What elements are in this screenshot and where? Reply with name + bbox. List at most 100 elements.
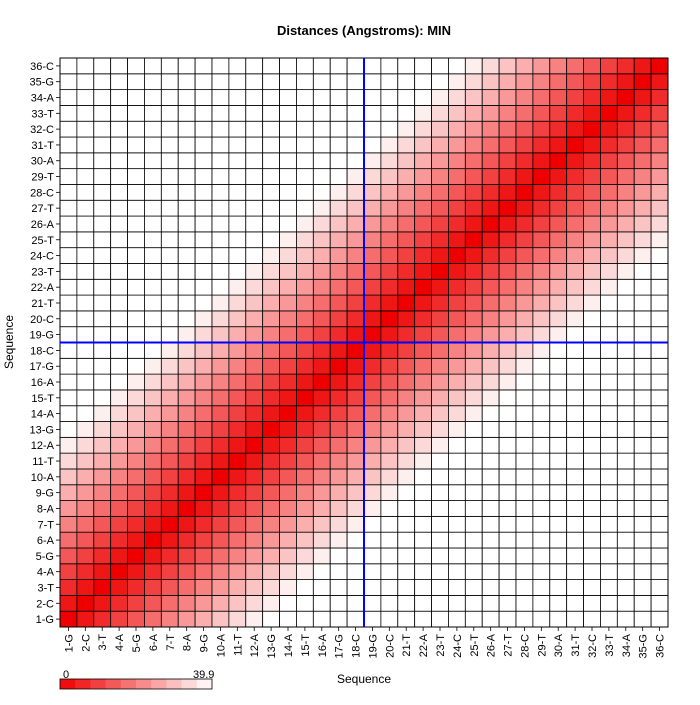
heatmap-cell — [380, 57, 399, 75]
heatmap-cell — [296, 563, 314, 580]
heatmap-cell — [262, 547, 280, 565]
y-tick-label: 29-T — [31, 172, 54, 184]
heatmap-cell — [448, 515, 466, 533]
heatmap-cell — [650, 184, 669, 201]
heatmap-cell — [363, 215, 382, 233]
heatmap-cell — [329, 594, 348, 612]
heatmap-cell — [211, 215, 230, 233]
heatmap-cell — [312, 89, 331, 106]
heatmap-cell — [414, 405, 432, 422]
heatmap-cell — [431, 231, 449, 249]
heatmap-cell — [262, 105, 280, 122]
heatmap-cell — [481, 136, 500, 154]
heatmap-cell — [431, 500, 449, 517]
heatmap-cell — [431, 531, 449, 549]
heatmap-cell — [262, 484, 280, 501]
x-tick-label: 21-T — [401, 634, 413, 657]
heatmap-cell — [312, 294, 331, 312]
heatmap-cell — [279, 547, 297, 565]
heatmap-cell — [296, 436, 314, 454]
y-tick-label: 2-C — [36, 598, 54, 610]
heatmap-cell — [481, 184, 500, 201]
heatmap-cell — [177, 389, 196, 407]
heatmap-cell — [160, 231, 179, 249]
heatmap-cell — [397, 57, 416, 75]
heatmap-cell — [414, 342, 432, 359]
heatmap-cell — [448, 594, 466, 612]
heatmap-cell — [245, 610, 264, 628]
heatmap-cell — [515, 357, 534, 375]
heatmap-cell — [380, 184, 399, 201]
heatmap-cell — [380, 357, 399, 375]
heatmap-cell — [127, 531, 145, 549]
heatmap-cell — [380, 421, 399, 438]
heatmap-cell — [448, 73, 466, 91]
heatmap-cell — [76, 278, 95, 296]
heatmap-cell — [380, 278, 399, 296]
heatmap-cell — [228, 515, 247, 533]
heatmap-cell — [93, 452, 112, 470]
heatmap-cell — [93, 342, 112, 359]
heatmap-cell — [211, 136, 230, 154]
heatmap-cell — [515, 515, 534, 533]
heatmap-cell — [245, 263, 264, 280]
heatmap-cell — [228, 610, 247, 628]
heatmap-cell — [414, 73, 432, 91]
heatmap-cell — [194, 468, 213, 486]
x-tick-labels: 1-G 2-C 3-T 4-A 5-G 6-A 7-T 8-A 9-G 10-A 11-T 12-A 1… — [63, 627, 667, 658]
heatmap-cell — [76, 215, 95, 233]
heatmap-cell — [279, 215, 297, 233]
heatmap-cell — [160, 152, 179, 170]
heatmap-cell — [93, 199, 112, 217]
heatmap-cell — [549, 579, 568, 596]
heatmap-cell — [211, 231, 230, 249]
x-tick-label: 5-G — [131, 634, 143, 652]
heatmap-cell — [194, 357, 213, 375]
heatmap-cell — [144, 263, 162, 280]
heatmap-cell — [566, 152, 584, 170]
heatmap-cell — [160, 263, 179, 280]
heatmap-cell — [498, 199, 517, 217]
heatmap-cell — [532, 515, 551, 533]
scale-max-label: 39.9 — [193, 669, 214, 681]
heatmap-cell — [566, 452, 584, 470]
heatmap-cell — [127, 389, 145, 407]
heatmap-cell — [93, 436, 112, 454]
heatmap-cell — [633, 73, 652, 91]
heatmap-cell — [93, 547, 112, 565]
heatmap-cell — [144, 484, 162, 501]
heatmap-cell — [228, 310, 247, 328]
heatmap-cell — [464, 468, 483, 486]
heatmap-cell — [194, 263, 213, 280]
heatmap-cell — [616, 231, 635, 249]
heatmap-cell — [481, 278, 500, 296]
heatmap-cell — [59, 563, 78, 580]
heatmap-cell — [211, 547, 230, 565]
heatmap-cell — [650, 373, 669, 391]
heatmap-cell — [650, 57, 669, 75]
heatmap-cell — [633, 310, 652, 328]
heatmap-cell — [600, 247, 618, 264]
heatmap-cell — [346, 610, 365, 628]
heatmap-cell — [296, 73, 314, 91]
x-tick-label: 13-G — [266, 634, 278, 658]
heatmap-cell — [549, 294, 568, 312]
heatmap-cell — [177, 531, 196, 549]
heatmap-cell — [650, 500, 669, 517]
heatmap-cell — [211, 594, 230, 612]
heatmap-cell — [380, 563, 399, 580]
heatmap-cell — [160, 484, 179, 501]
heatmap-cell — [600, 594, 618, 612]
heatmap-cell — [59, 342, 78, 359]
heatmap-cell — [110, 357, 128, 375]
heatmap-cell — [279, 120, 297, 138]
heatmap-cell — [397, 342, 416, 359]
heatmap-cell — [380, 594, 399, 612]
heatmap-cell — [600, 563, 618, 580]
heatmap-cell — [59, 500, 78, 517]
heatmap-cell — [414, 610, 432, 628]
heatmap-cell — [245, 357, 264, 375]
heatmap-cell — [93, 515, 112, 533]
heatmap-cell — [600, 610, 618, 628]
y-tick-label: 17-G — [30, 361, 54, 373]
